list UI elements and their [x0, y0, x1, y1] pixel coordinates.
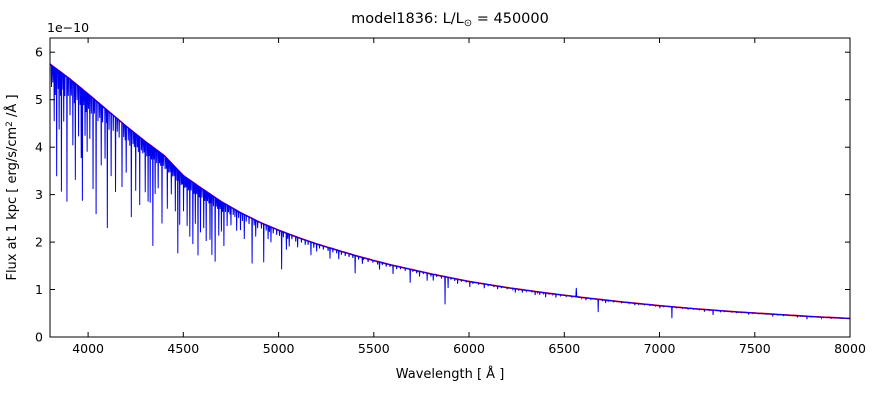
y-offset-label: 1e−10 — [47, 20, 89, 35]
x-axis-label: Wavelength [ Å ] — [396, 366, 505, 382]
y-tick-label: 6 — [35, 45, 43, 60]
x-tick-label: 4500 — [167, 341, 199, 356]
y-tick-label: 3 — [35, 187, 43, 202]
axes-frame — [49, 37, 851, 338]
x-tick-label: 6500 — [548, 341, 580, 356]
y-tick-label: 5 — [35, 92, 43, 107]
y-tick-label: 4 — [35, 140, 43, 155]
x-tick-label: 7000 — [644, 341, 676, 356]
continuum-line — [49, 63, 851, 320]
y-tick-label: 2 — [35, 235, 43, 250]
chart-title: model1836: L/L⊙ = 450000 — [351, 11, 549, 29]
x-tick-label: 5000 — [263, 341, 295, 356]
y-tick-label: 0 — [35, 330, 43, 345]
x-tick-label: 5500 — [358, 341, 390, 356]
x-tick-label: 6000 — [453, 341, 485, 356]
y-tick-label: 1 — [35, 282, 43, 297]
x-tick-label: 4000 — [72, 341, 104, 356]
x-tick-label: 8000 — [834, 341, 866, 356]
spectrum-line — [49, 63, 851, 320]
y-axis-label: Flux at 1 kpc [ erg/s/cm2 /Å ] — [4, 94, 20, 280]
x-tick-label: 7500 — [739, 341, 771, 356]
